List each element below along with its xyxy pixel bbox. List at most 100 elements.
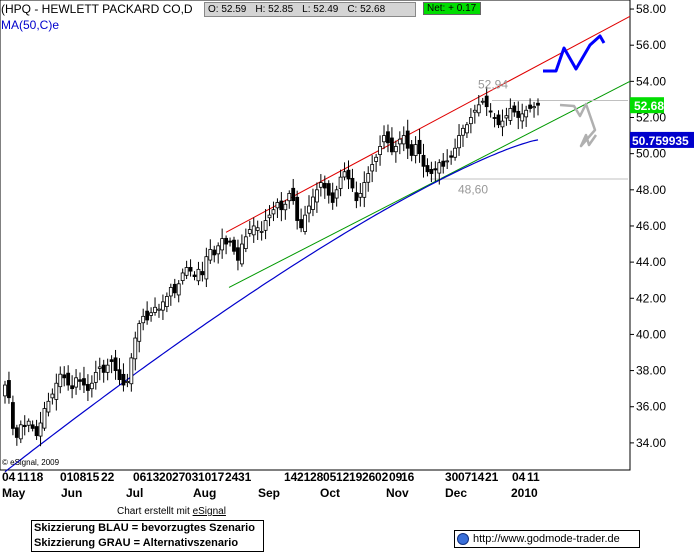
candle-body — [307, 205, 311, 214]
candle-body — [14, 427, 19, 438]
candle-body — [26, 420, 31, 426]
candle-body — [105, 364, 110, 373]
candle-body — [508, 108, 513, 121]
candle-body — [326, 183, 331, 196]
high-annotation: 52,94 — [478, 78, 508, 92]
ohlc-readout: O: 52.59 H: 52.85 L: 52.49 C: 52.68 — [204, 2, 416, 17]
y-tick-label: 56.00 — [636, 38, 666, 52]
candle-body — [303, 214, 307, 232]
candle-body — [208, 249, 213, 261]
candle-body — [279, 200, 284, 211]
candle-body — [153, 306, 157, 313]
x-day-label: 15 — [86, 470, 100, 484]
candle-body — [457, 135, 461, 149]
y-tick-label: 36.00 — [636, 400, 666, 414]
candle-body — [70, 385, 75, 390]
moving-average-line — [4, 139, 539, 473]
x-day-label: 21 — [297, 470, 311, 484]
candle-body — [113, 357, 118, 371]
net-change-badge: Net: + 0.17 — [423, 2, 481, 15]
candle-body — [38, 422, 43, 437]
x-day-label: 12 — [336, 470, 350, 484]
source-url[interactable]: http://www.godmode-trader.de — [473, 533, 620, 545]
ma-value-tag-bg — [630, 131, 694, 148]
candle-body — [236, 247, 240, 261]
candle-body — [10, 402, 15, 429]
candle-body — [532, 106, 536, 109]
candle-body — [287, 193, 292, 202]
esignal-link[interactable]: eSignal — [192, 506, 226, 517]
candle-body — [346, 169, 351, 180]
candle-body — [350, 177, 355, 189]
candle-body — [86, 384, 90, 391]
candle-body — [125, 381, 130, 384]
candle-body — [184, 267, 189, 276]
candle-body — [512, 105, 517, 113]
candle-body — [397, 138, 402, 145]
candle-body — [378, 146, 382, 155]
candle-body — [18, 424, 23, 440]
candle-body — [149, 312, 153, 316]
y-tick-label: 54.00 — [636, 74, 666, 88]
candle-body — [200, 271, 205, 276]
candle-body — [425, 165, 430, 173]
candle-body — [157, 308, 161, 311]
x-day-label: 14 — [471, 470, 485, 484]
x-day-label: 24 — [225, 470, 239, 484]
x-day-label: 30 — [445, 470, 459, 484]
open-value: O: 52.59 — [208, 4, 247, 15]
x-day-label: 11 — [17, 470, 30, 484]
candle-body — [393, 146, 398, 153]
x-day-label: 17 — [211, 470, 225, 484]
candle-body — [58, 373, 63, 388]
candle-body — [429, 168, 434, 174]
candle-body — [354, 192, 359, 202]
candle-body — [62, 374, 67, 379]
candle-body — [164, 296, 169, 307]
candle-body — [251, 225, 256, 236]
legend-blue: Skizzierung BLAU = bevorzugtes Szenario — [34, 522, 255, 534]
candle-body — [315, 189, 319, 203]
candle-body — [465, 124, 469, 134]
candle-body — [22, 424, 27, 428]
candle-body — [295, 196, 300, 221]
x-day-label: 06 — [133, 470, 147, 484]
candle-body — [441, 160, 446, 167]
candle-body — [243, 236, 248, 249]
ma-value-tag: 50.759935 — [632, 134, 689, 148]
candle-body — [370, 164, 375, 172]
candle-body — [129, 357, 134, 385]
candle-body — [386, 131, 390, 144]
candle-body — [382, 135, 386, 143]
candle-body — [504, 115, 509, 119]
candle-body — [220, 238, 225, 251]
x-day-label: 26 — [362, 470, 376, 484]
candle-body — [421, 154, 426, 167]
candle-body — [390, 137, 394, 153]
x-day-label: 01 — [60, 470, 74, 484]
candle-body — [496, 114, 501, 126]
candle-body — [101, 364, 106, 373]
candle-body — [322, 182, 327, 189]
x-day-label: 27 — [172, 470, 186, 484]
source-url-box[interactable]: http://www.godmode-trader.de — [454, 530, 640, 548]
candle-body — [228, 240, 232, 243]
candle-body — [133, 337, 138, 360]
candle-body — [358, 193, 363, 198]
candle-body — [299, 219, 304, 229]
candle-body — [528, 104, 533, 109]
x-month-label: Aug — [193, 486, 216, 500]
chart-credit: Chart erstellt mit eSignal — [117, 506, 226, 517]
candle-body — [500, 120, 505, 128]
candle-body — [433, 168, 438, 171]
x-day-label: 07 — [458, 470, 472, 484]
x-day-label: 19 — [349, 470, 363, 484]
legend-gray: Skizzierung GRAU = Alternativszenario — [34, 537, 239, 549]
candle-body — [342, 171, 347, 178]
candle-body — [311, 196, 315, 210]
candle-body — [401, 135, 406, 145]
candle-body — [121, 373, 126, 386]
candle-body — [30, 424, 35, 429]
candle-body — [117, 369, 122, 381]
chart-title: (HPQ - HEWLETT PACKARD CO,D — [1, 2, 193, 16]
